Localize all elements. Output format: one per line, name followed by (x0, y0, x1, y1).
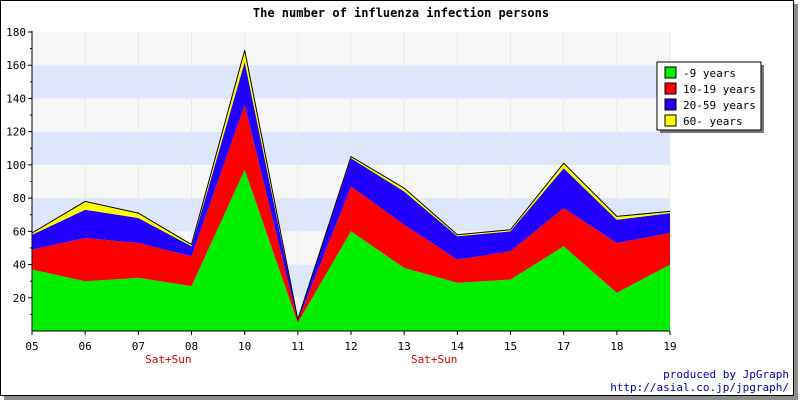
credit-url[interactable]: http://asial.co.jp/jpgraph/ (610, 381, 789, 394)
y-tick-label: 120 (6, 126, 26, 139)
chart-title: The number of influenza infection person… (253, 6, 549, 20)
x-tick-label: 05 (25, 340, 38, 353)
credit-line: produced by JpGraph (663, 368, 789, 381)
x-tick-label: 11 (291, 340, 304, 353)
influenza-area-chart: The number of influenza infection person… (6, 6, 789, 394)
x-tick-label: 18 (610, 340, 623, 353)
x-tick-label: 14 (451, 340, 465, 353)
x-tick-label: 12 (344, 340, 357, 353)
x-tick-label: 17 (557, 340, 570, 353)
y-tick-label: 80 (13, 192, 26, 205)
x-tick-label: 19 (663, 340, 676, 353)
legend-swatch (664, 98, 677, 111)
y-tick-label: 180 (6, 26, 26, 39)
area-series-2 (32, 61, 670, 322)
y-tick-label: 160 (6, 59, 26, 72)
x-tick-label: 10 (238, 340, 251, 353)
axes: 20 40 60 80 100 120 140 160 180 05 06 07 08 10 11 12 13 1… (6, 26, 677, 366)
x-tick-label: 13 (398, 340, 411, 353)
x-tick-label: 07 (132, 340, 145, 353)
y-tick-label: 140 (6, 92, 26, 105)
x-tick-label: 15 (504, 340, 517, 353)
area-series (31, 50, 671, 331)
legend-label: 10-19 years (683, 83, 756, 96)
legend-label: 60- years (683, 115, 743, 128)
legend-swatch (664, 114, 677, 127)
y-tick-label: 20 (13, 292, 26, 305)
legend-label: 20-59 years (683, 99, 756, 112)
y-tick-label: 100 (6, 159, 26, 172)
x-category-note: Sat+Sun (411, 353, 457, 366)
x-tick-label: 06 (79, 340, 92, 353)
area-series-0 (32, 169, 670, 331)
legend-swatch (664, 66, 677, 79)
stack-top-line (31, 50, 671, 322)
legend-label: -9 years (683, 67, 736, 80)
y-tick-label: 60 (13, 225, 26, 238)
x-tick-label: 08 (185, 340, 198, 353)
x-category-note: Sat+Sun (145, 353, 191, 366)
legend-swatch (664, 82, 677, 95)
legend: -9 years 10-19 years 20-59 years 60- years (656, 61, 764, 133)
area-series-1 (32, 105, 670, 323)
y-tick-label: 40 (13, 259, 26, 272)
